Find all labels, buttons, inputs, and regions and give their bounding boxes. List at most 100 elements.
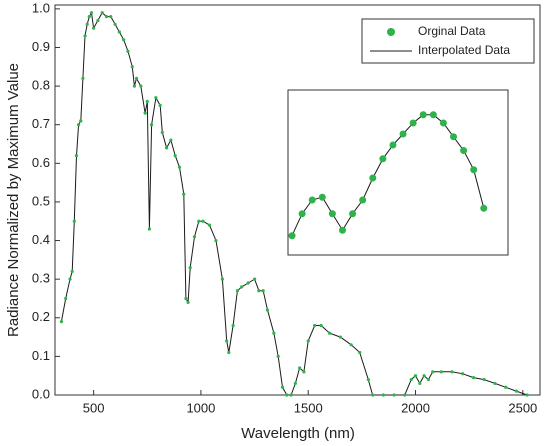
data-point [419,111,427,119]
y-tick-label: 0.9 [32,39,50,54]
data-point [285,393,289,397]
legend-swatch [387,28,395,36]
data-point [186,300,190,304]
data-point [480,204,488,212]
data-point [313,323,317,328]
data-point [214,238,218,243]
data-point [235,289,240,293]
data-point [158,103,162,107]
x-tick-label: 2000 [401,400,430,415]
y-tick-label: 0.5 [32,193,50,208]
data-point [134,76,139,80]
data-point [349,343,353,347]
data-point [450,133,458,141]
data-point [298,366,302,370]
data-point [87,14,91,19]
data-point [450,370,454,374]
data-point [471,376,476,380]
data-point [431,370,435,374]
x-tick-label: 2500 [508,400,537,415]
y-tick-label: 0.1 [32,348,50,363]
data-point [349,210,357,218]
data-point [460,147,468,154]
x-tick-label: 1000 [186,400,215,415]
data-point [429,111,437,119]
data-point [403,393,407,397]
data-point [231,323,235,328]
legend [361,18,535,64]
data-point [188,265,192,270]
data-point [318,193,326,201]
data-point [514,389,518,393]
data-point [381,393,385,397]
data-point [207,223,212,227]
y-tick-label: 0.6 [32,155,50,170]
data-point [276,354,280,358]
data-point [160,130,164,135]
data-point [293,381,297,386]
data-point [104,14,109,19]
data-point [83,34,87,38]
data-point [261,289,265,293]
data-point [149,123,154,127]
data-point [257,289,261,293]
y-tick-label: 1.0 [32,0,50,15]
data-point [145,99,149,104]
data-point [413,374,418,378]
data-point [461,372,465,376]
data-point [59,320,64,324]
y-tick-label: 0.3 [32,271,50,286]
data-point [504,385,508,389]
data-point [359,196,367,204]
data-point [422,374,426,378]
data-point [64,296,68,301]
data-point [366,377,370,382]
data-point [409,119,417,127]
data-point [482,377,486,382]
y-axis-label: Radiance Normalized by Maximum Value [5,63,22,337]
data-point [139,84,143,88]
data-point [439,119,447,127]
data-point [197,219,201,223]
data-point [126,49,130,53]
data-point [96,18,100,23]
data-point [371,393,375,397]
legend-label: Orginal Data [418,24,486,38]
y-tick-label: 0.7 [32,116,50,131]
data-point [225,339,229,343]
data-point [77,123,81,127]
data-point [113,22,117,26]
x-tick-label: 1500 [294,400,323,415]
data-point [358,350,362,355]
data-point [68,277,72,281]
y-tick-label: 0.8 [32,78,50,93]
data-point [389,141,397,149]
data-point [109,14,113,19]
data-point [328,331,332,335]
data-point [328,210,336,218]
y-tick-label: 0.2 [32,309,50,324]
data-point [92,26,96,30]
legend-label: Interpolated Data [418,43,510,57]
data-point [379,155,387,163]
data-point [201,219,205,223]
data-point [265,308,270,312]
data-point [319,323,323,328]
data-point [306,339,310,343]
data-point [79,119,83,123]
y-tick-label: 0.4 [32,232,50,247]
data-point [338,226,346,234]
data-point [246,281,250,285]
data-point [117,30,121,34]
data-point [182,192,186,196]
data-point [289,393,293,397]
data-point [220,277,224,281]
data-point [169,138,173,142]
data-point [338,335,343,339]
data-point [173,153,177,158]
inset-frame [287,89,509,256]
data-point [130,65,134,69]
data-point [298,210,306,218]
data-point [240,285,244,289]
